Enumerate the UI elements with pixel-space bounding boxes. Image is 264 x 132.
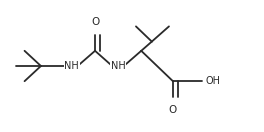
Text: O: O — [91, 17, 99, 27]
Text: O: O — [169, 105, 177, 115]
Text: NH: NH — [111, 61, 125, 71]
Text: NH: NH — [64, 61, 79, 71]
Text: OH: OH — [206, 76, 221, 86]
